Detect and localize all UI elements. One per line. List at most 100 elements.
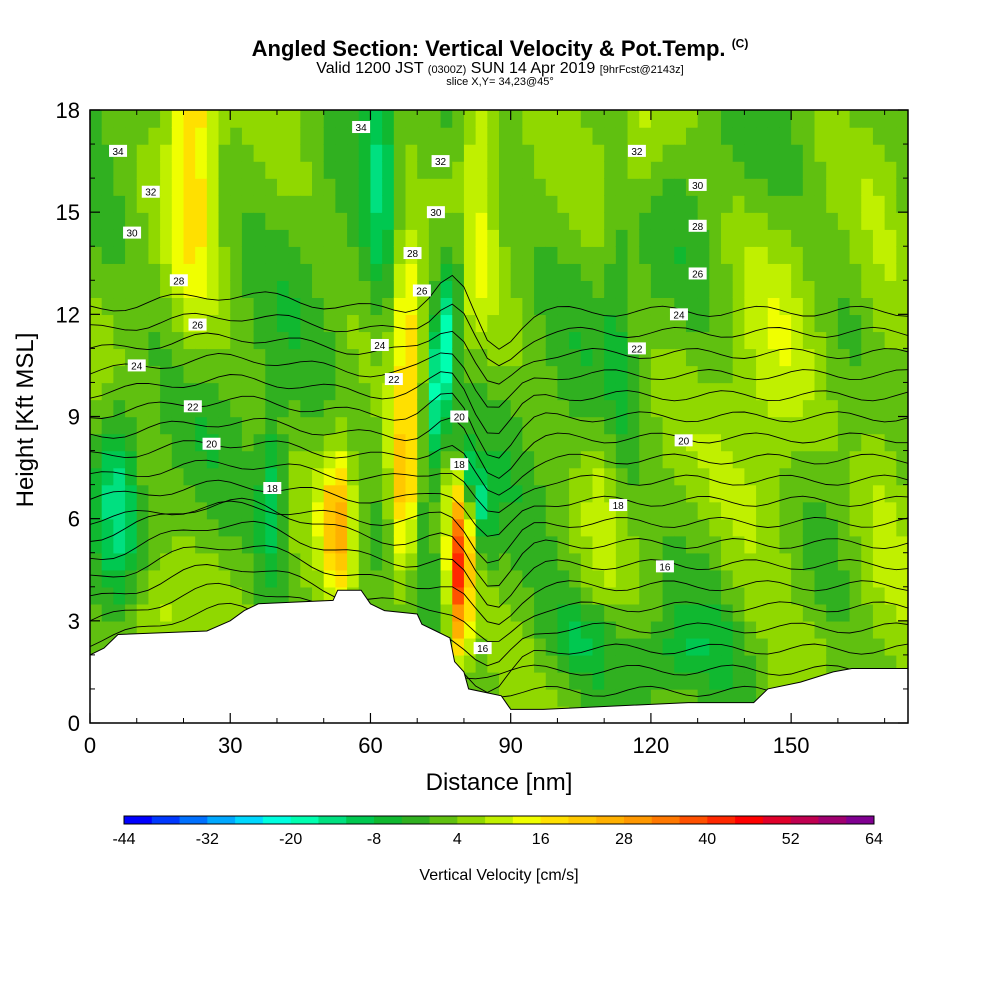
field-cell [288,552,302,571]
field-cell [417,331,430,350]
field-cell [791,348,804,367]
field-cell [312,586,325,605]
field-cell [756,450,769,469]
field-cell [522,399,535,418]
field-cell [417,552,430,571]
field-cell [195,586,208,605]
field-cell [650,263,664,281]
field-cell [732,501,746,520]
field-cell [697,654,711,673]
field-cell [347,382,360,401]
field-cell [171,144,185,162]
field-cell [195,161,208,179]
field-cell [744,501,757,520]
field-cell [300,144,313,162]
colorbar-swatch [346,816,375,824]
isentrope-label-bg [450,410,469,423]
field-cell [685,501,699,520]
field-cell [148,518,161,537]
field-cell [428,467,442,486]
field-cell [370,144,383,162]
field-cell [499,637,512,656]
field-cell [136,433,150,452]
field-cell [382,314,395,333]
field-cell [569,569,582,588]
field-cell [861,297,874,316]
field-cell [650,416,664,435]
field-cell [195,484,208,503]
field-cell [615,535,629,554]
field-cell [849,501,862,520]
field-cell [557,416,570,435]
field-cell [639,586,652,605]
field-cell [101,501,115,520]
field-cell [253,246,266,264]
field-cell [627,263,640,281]
field-cell [452,433,465,452]
field-cell [218,212,231,230]
isentrope-label: 26 [412,284,431,297]
field-cell [417,348,430,367]
field-cell [323,161,337,179]
field-cell [101,161,115,179]
field-cell [393,144,407,162]
field-cell [522,263,535,281]
field-cell [510,399,524,418]
field-cell [580,127,594,145]
field-cell [826,535,839,554]
field-cell [791,603,804,622]
field-cell [440,603,453,622]
isentrope-label: 22 [627,342,646,355]
field-cell [580,331,594,350]
field-cell [534,246,547,264]
field-cell [358,365,372,384]
field-cell [861,620,874,639]
isentrope-label: 32 [627,144,646,158]
isentrope-label: 16 [655,560,674,573]
isentrope-line [90,564,908,642]
field-cell [510,416,524,435]
isentrope-label-text: 30 [127,229,139,240]
field-cell [604,297,617,316]
field-cell [113,518,126,537]
field-cell [358,552,372,571]
field-cell [241,518,255,537]
field-cell [650,637,664,656]
field-cell [545,586,559,605]
field-cell [604,450,617,469]
field-cell [534,365,547,384]
field-cell [791,501,804,520]
field-cell [802,144,816,162]
field-cell [756,178,769,196]
isentrope-label: 18 [609,499,628,512]
field-cell [872,382,886,401]
field-cell [417,229,430,247]
field-cell [241,144,255,162]
field-cell [463,603,477,622]
field-cell [90,195,103,213]
field-cell [674,161,687,179]
colorbar-tick-label: -20 [279,831,302,848]
field-cell [452,263,465,281]
field-cell [674,603,687,622]
field-cell [230,399,243,418]
field-cell [557,467,570,486]
field-cell [323,501,337,520]
field-cell [685,552,699,571]
field-cell [113,552,126,571]
field-cell [312,365,325,384]
field-cell [300,229,313,247]
field-cell [615,246,629,264]
field-cell [241,552,255,571]
field-cell [884,127,898,145]
field-cell [802,501,816,520]
field-cell [826,586,839,605]
field-cell [358,484,372,503]
field-cell [732,110,746,128]
field-cell [744,263,757,281]
field-cell [767,297,781,316]
field-cell [709,501,722,520]
field-cell [557,552,570,571]
field-cell [709,144,722,162]
field-cell [872,280,886,299]
